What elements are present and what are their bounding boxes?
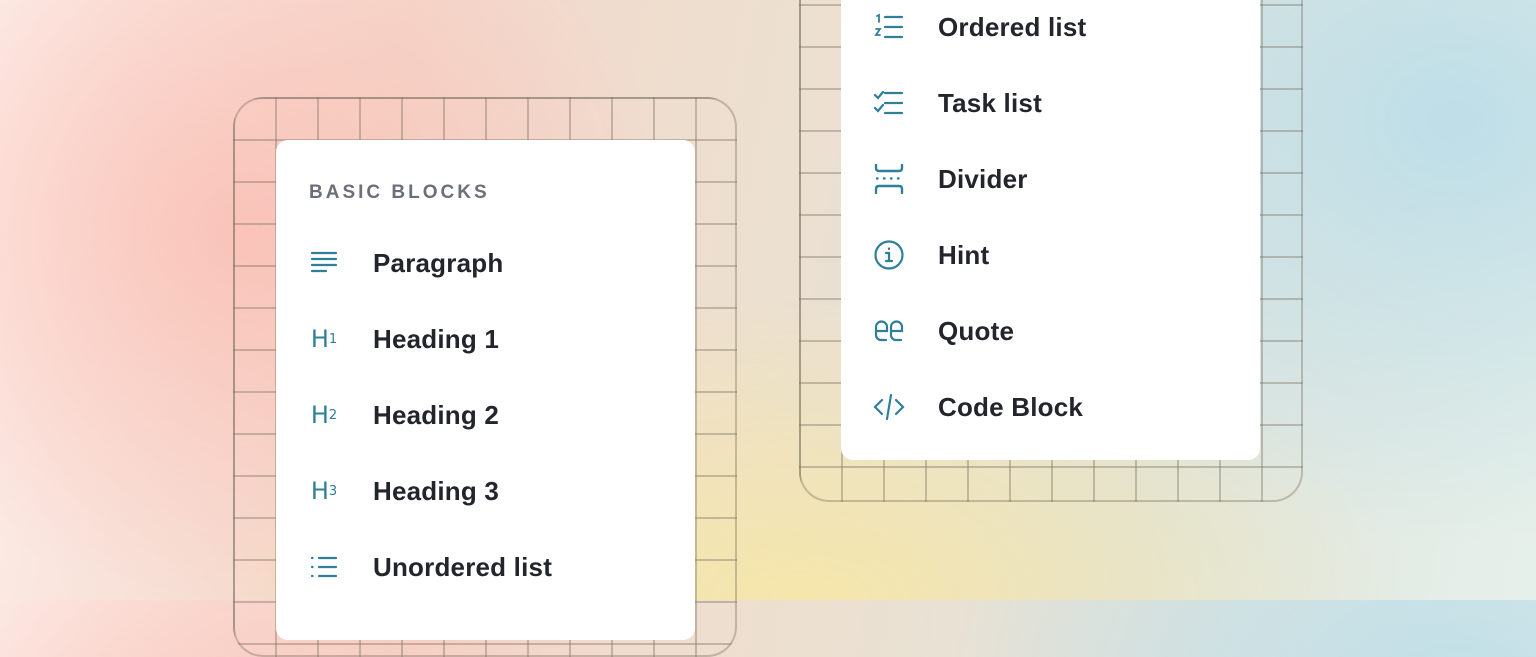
menu-item-divider[interactable]: Divider: [841, 154, 1260, 204]
paragraph-icon: [306, 245, 342, 281]
menu-item-hint[interactable]: Hint: [841, 230, 1260, 280]
menu-item-quote[interactable]: Quote: [841, 306, 1260, 356]
info-icon: [871, 237, 907, 273]
menu-item-ordered-list[interactable]: Ordered list: [841, 2, 1260, 52]
code-icon: [871, 389, 907, 425]
unordered-list-icon: [306, 549, 342, 585]
more-blocks-menu: Ordered list Task list Divider Hint Quot…: [841, 0, 1260, 460]
section-title: BASIC BLOCKS: [309, 182, 490, 203]
task-list-icon: [871, 85, 907, 121]
quote-icon: [871, 313, 907, 349]
menu-item-task-list[interactable]: Task list: [841, 78, 1260, 128]
menu-item-paragraph[interactable]: Paragraph: [276, 238, 695, 288]
menu-item-unordered-list[interactable]: Unordered list: [276, 542, 695, 592]
divider-icon: [871, 161, 907, 197]
menu-item-code-block[interactable]: Code Block: [841, 382, 1260, 432]
ordered-list-icon: [871, 9, 907, 45]
